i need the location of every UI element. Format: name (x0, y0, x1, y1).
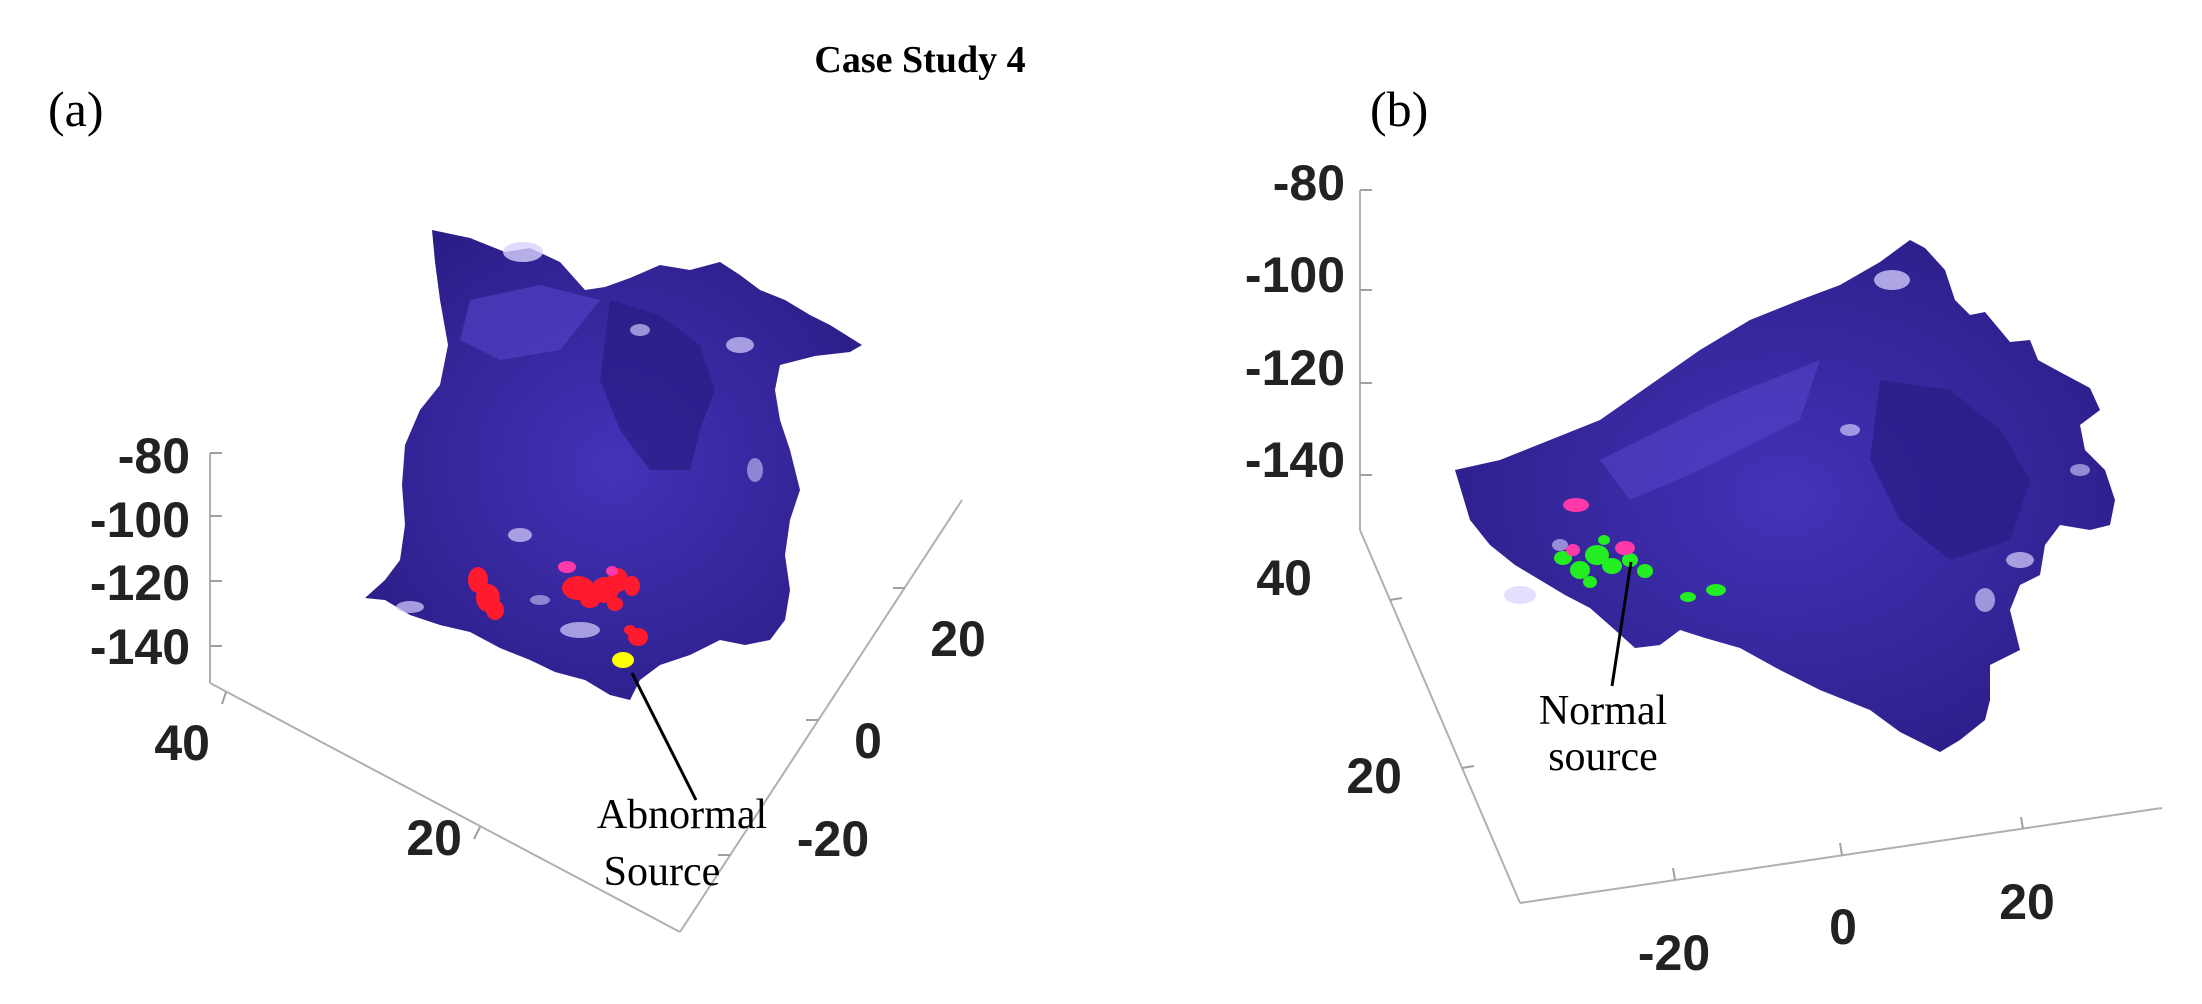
panel-b-annotation: Normal (1539, 688, 1667, 734)
panel-a-annotation: Source (604, 849, 721, 895)
panel-b-annotation: source (1548, 734, 1658, 780)
panel-a-z-tick: -120 (90, 555, 190, 611)
panel-a-yellow-source (612, 652, 634, 668)
panel-b-x-tick: 20 (1999, 874, 2055, 930)
panel-a-x-axis (679, 499, 963, 933)
panel-a-z-tick: -140 (90, 619, 190, 675)
panel-a-annotation: Abnormal (597, 792, 767, 838)
panel-b-label: (b) (1370, 81, 1428, 137)
panel-a-label: (a) (48, 81, 104, 137)
panel-a-magenta-source (558, 561, 618, 576)
panel-a-y-axis (209, 682, 681, 933)
panel-b-annotation-leader (1610, 561, 1633, 687)
panel-b-y-tick: 20 (1346, 748, 1402, 804)
panel-b: (b) -80 -100 -120 -140 40 20 -20 0 20 (1245, 81, 2163, 981)
panel-a-y-tick: 20 (406, 810, 462, 866)
panel-a-x-tick: -20 (797, 811, 869, 867)
panel-b-x-tick: -20 (1638, 925, 1710, 981)
panel-a-y-tick: 40 (154, 715, 210, 771)
panel-b-magenta-source (1563, 498, 1635, 556)
panel-b-green-source (1554, 535, 1726, 602)
panel-b-z-tick: -100 (1245, 247, 1345, 303)
panel-a-surface (365, 230, 862, 700)
panel-b-z-tick: -140 (1245, 432, 1345, 488)
panel-b-x-axis (1519, 807, 2163, 904)
panel-b-y-tick: 40 (1256, 550, 1312, 606)
panel-a-annotation-leader (630, 672, 698, 801)
panel-b-z-tick: -120 (1245, 340, 1345, 396)
figure-title: Case Study 4 (814, 39, 1025, 81)
panel-a-z-tick: -80 (118, 428, 190, 484)
panel-a-x-tick: 0 (854, 713, 882, 769)
panel-b-z-tick: -80 (1273, 155, 1345, 211)
panel-a-z-tick: -100 (90, 492, 190, 548)
panel-a-red-source (468, 567, 648, 646)
panel-b-y-axis (1359, 529, 1521, 904)
panel-a-x-tick: 20 (930, 611, 986, 667)
panel-b-x-tick: 0 (1829, 899, 1857, 955)
panel-a: (a) -80 -100 -120 -140 40 20 20 0 -20 (48, 81, 986, 933)
